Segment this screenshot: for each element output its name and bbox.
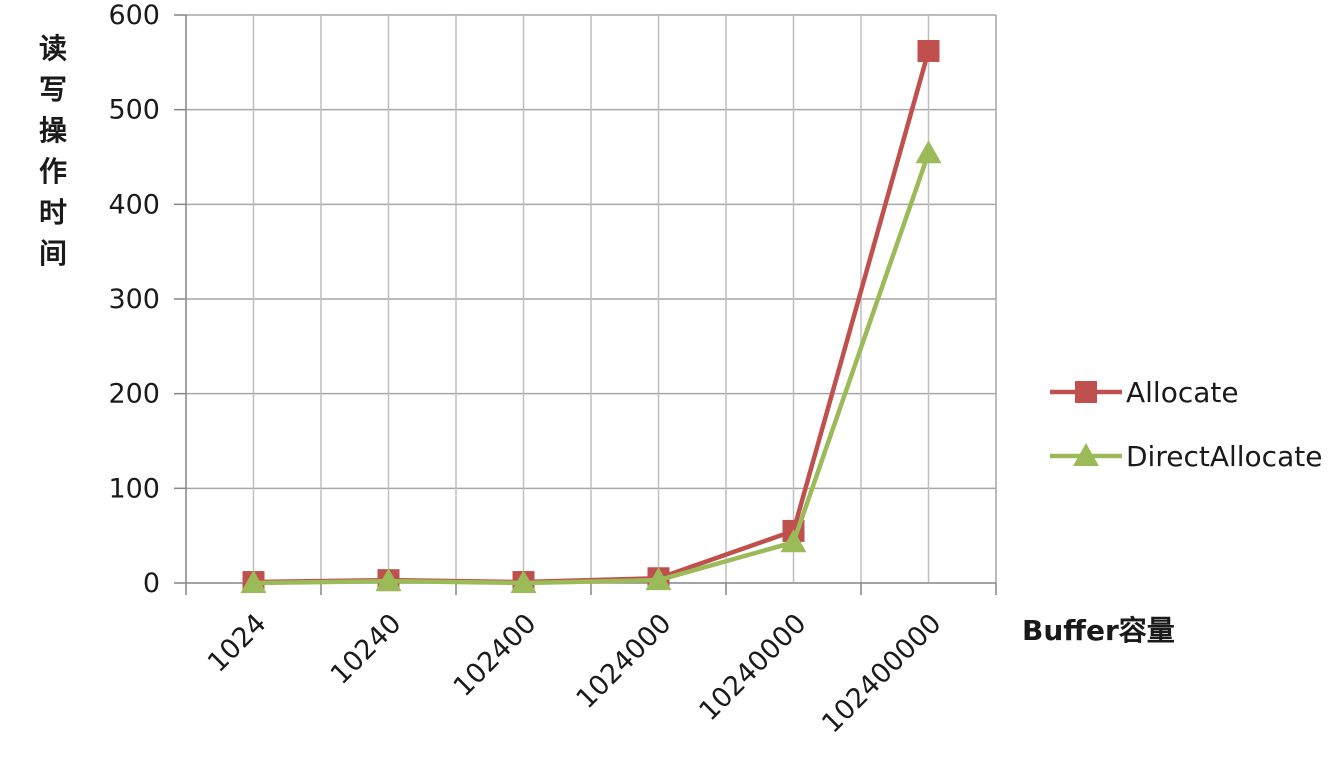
- legend-label: Allocate: [1126, 376, 1239, 409]
- data-point: [375, 568, 402, 592]
- x-tick-label: 10240000: [693, 608, 812, 727]
- legend-marker: [1073, 443, 1099, 466]
- x-tick-label: 102400000: [816, 608, 947, 739]
- legend-item: Allocate: [1050, 376, 1239, 409]
- y-tick-label: 100: [108, 473, 160, 504]
- x-tick-label: 1024: [202, 608, 273, 679]
- legend-item: DirectAllocate: [1050, 440, 1322, 473]
- series-line: [253, 152, 931, 586]
- data-point: [780, 529, 807, 553]
- y-axis-title: 读写操作时间: [39, 32, 67, 270]
- axes: [174, 14, 997, 595]
- x-tick-label: 1024000: [570, 608, 677, 715]
- grid: [186, 14, 997, 583]
- y-tick-label: 300: [108, 284, 160, 315]
- data-point: [510, 570, 537, 593]
- y-tick-label: 600: [108, 0, 160, 31]
- series-directallocate: [240, 140, 942, 593]
- data-point: [645, 567, 672, 591]
- y-tick-label: 400: [108, 189, 160, 220]
- series: [240, 39, 942, 594]
- tick-labels: 0 100 200 300 400 500 600 1024 10240 102400 102400…: [108, 0, 947, 739]
- data-point: [240, 570, 267, 593]
- y-tick-label: 500: [108, 95, 160, 126]
- legend: Allocate DirectAllocate: [1050, 376, 1322, 473]
- y-tick-label: 0: [143, 568, 160, 599]
- data-point: [915, 140, 942, 164]
- legend-label: DirectAllocate: [1126, 440, 1322, 473]
- x-tick-label: 102400: [448, 608, 543, 703]
- data-point: [917, 39, 940, 62]
- legend-marker: [1075, 381, 1097, 403]
- x-axis-title: Buffer容量: [1022, 614, 1175, 647]
- x-tick-label: 10240: [325, 608, 408, 691]
- y-tick-label: 200: [108, 379, 160, 410]
